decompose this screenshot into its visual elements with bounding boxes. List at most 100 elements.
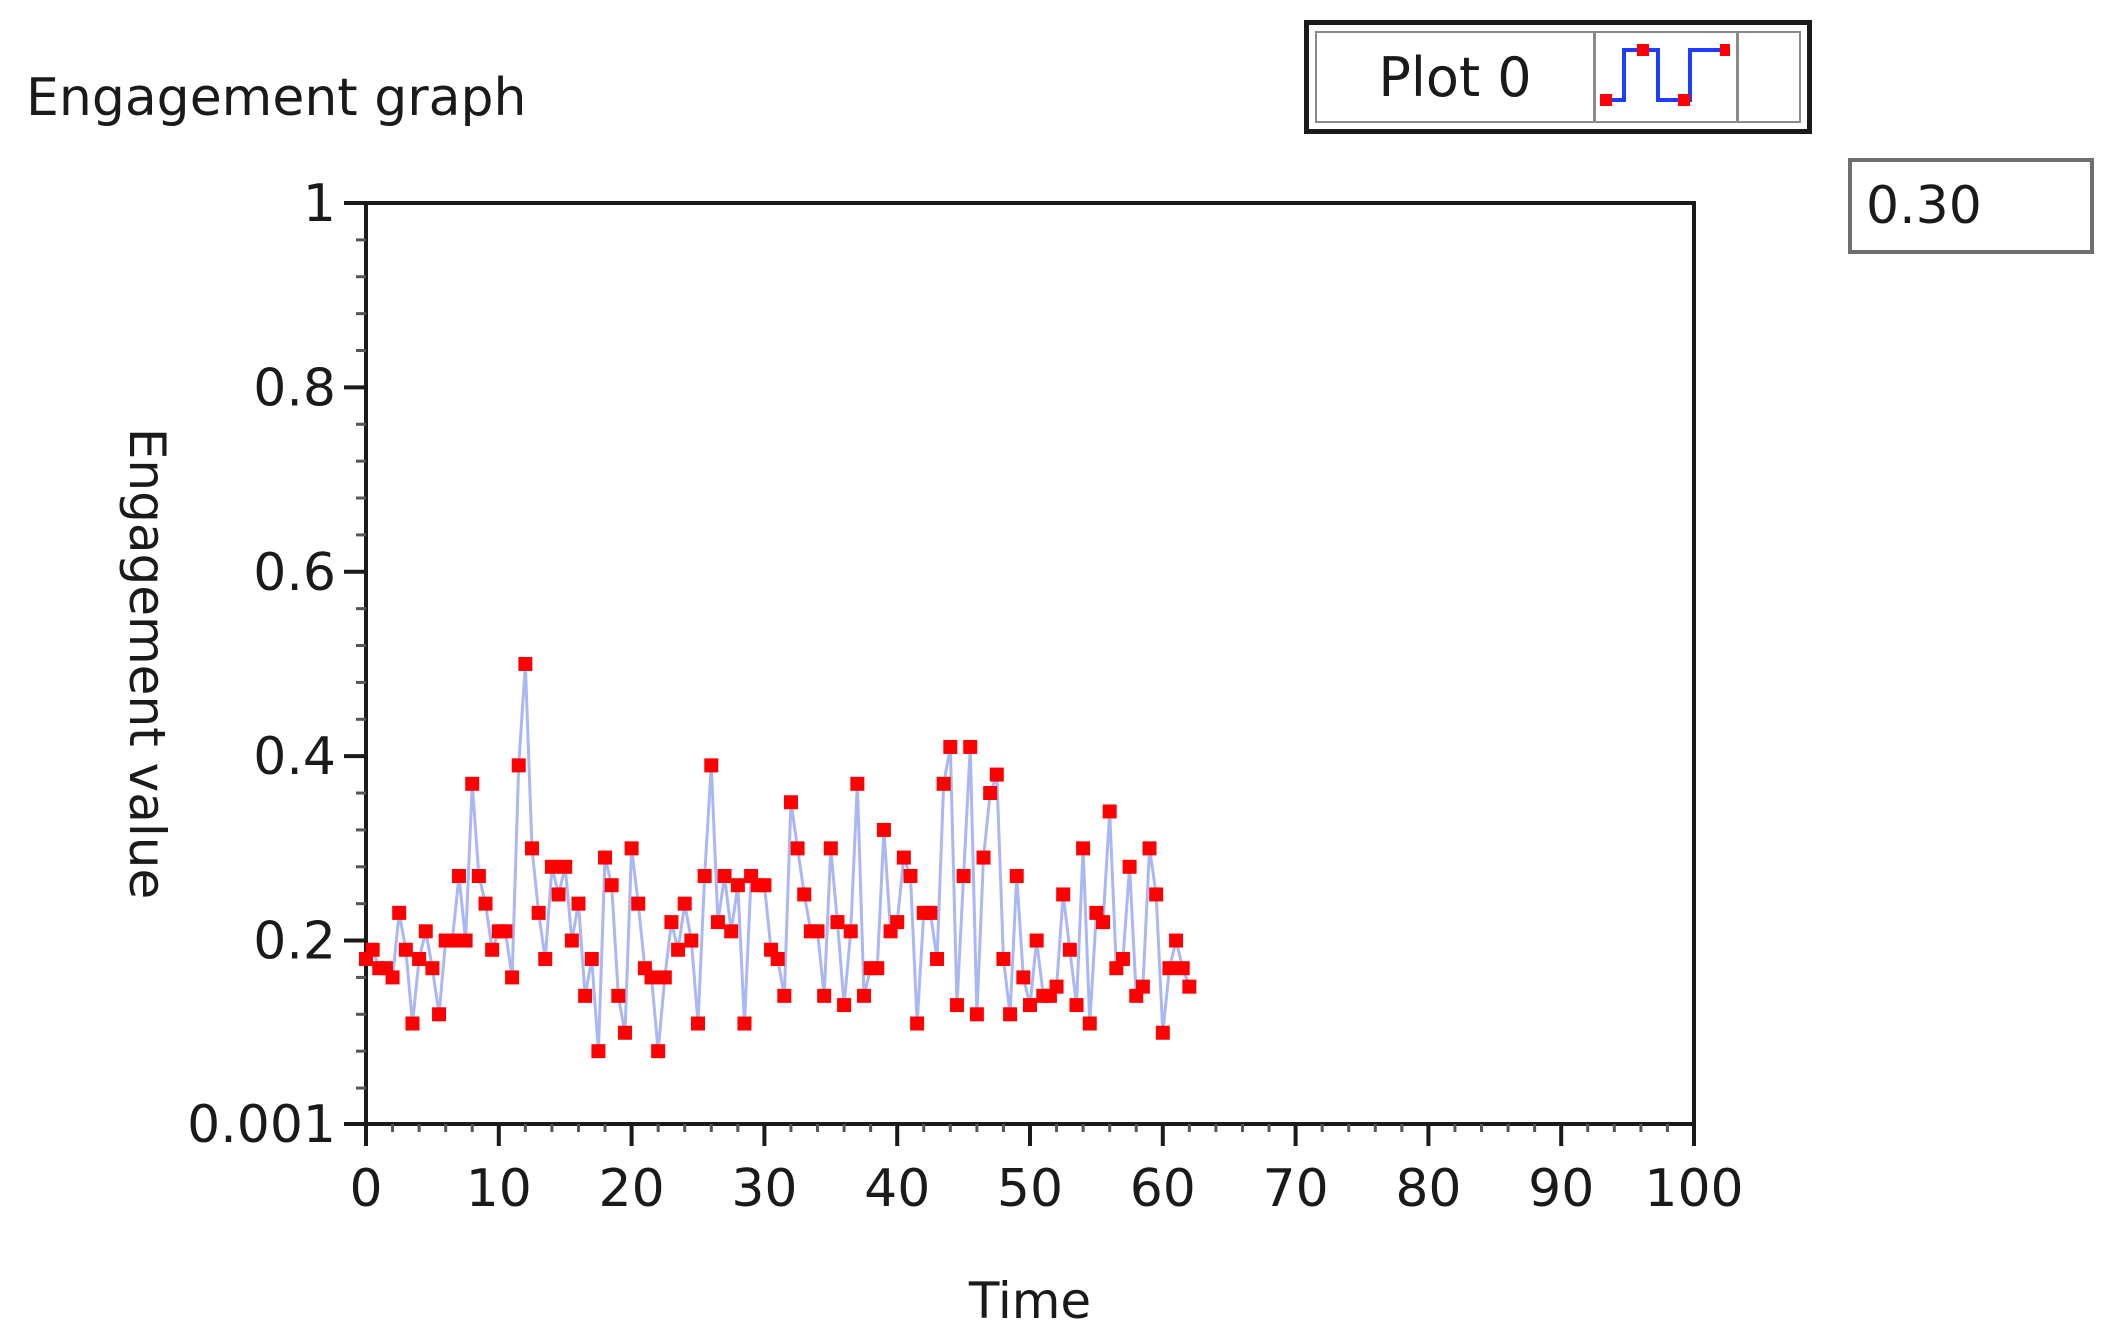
plot-area [364, 201, 1696, 1126]
data-point [538, 951, 553, 966]
data-point [1016, 970, 1031, 985]
data-point [737, 1016, 752, 1031]
legend-plot-label[interactable]: Plot 0 [1317, 33, 1596, 121]
data-point [823, 841, 838, 856]
data-point [783, 795, 798, 810]
x-tick-label: 40 [864, 1159, 930, 1219]
data-point [465, 776, 480, 791]
y-tick-label: 0.4 [253, 727, 336, 787]
data-point [704, 758, 719, 773]
data-point [969, 1007, 984, 1022]
data-point [1009, 869, 1024, 884]
data-point [996, 951, 1011, 966]
data-point [710, 915, 725, 930]
data-point [843, 924, 858, 939]
plot-legend[interactable]: Plot 0 [1304, 20, 1812, 134]
data-point [657, 970, 672, 985]
data-point [365, 942, 380, 957]
data-point [1062, 942, 1077, 957]
data-point [505, 970, 520, 985]
data-point [412, 951, 427, 966]
data-point [1023, 998, 1037, 1013]
data-point [604, 878, 619, 893]
data-point [777, 988, 792, 1003]
data-point [418, 924, 433, 939]
data-point [817, 988, 832, 1003]
data-point [1003, 1007, 1018, 1022]
data-point [471, 869, 486, 884]
x-tick-label: 60 [1130, 1159, 1196, 1219]
y-axis-title: Engagement value [118, 428, 176, 899]
legend-frame: Plot 0 [1315, 31, 1801, 123]
data-point [624, 841, 639, 856]
data-point [724, 924, 739, 939]
data-point [644, 970, 659, 985]
data-point [571, 896, 586, 911]
data-point [591, 1044, 606, 1059]
x-tick-label: 50 [997, 1159, 1063, 1219]
y-tick-label: 0.2 [253, 912, 336, 972]
x-axis-title: Time [968, 1272, 1091, 1330]
data-point [458, 933, 473, 948]
data-point [432, 1007, 447, 1022]
data-point [671, 942, 686, 957]
data-point [631, 896, 646, 911]
data-point [584, 951, 599, 966]
data-point [903, 869, 918, 884]
data-point [451, 869, 466, 884]
data-point [717, 869, 732, 884]
data-point [870, 961, 885, 976]
data-point [544, 859, 559, 874]
data-point [936, 776, 951, 791]
data-point [691, 1016, 705, 1031]
data-point [930, 951, 945, 966]
data-point [1135, 979, 1150, 994]
data-point [1056, 887, 1071, 902]
y-tick-label: 0.001 [187, 1095, 336, 1155]
data-point [1076, 841, 1091, 856]
data-point [578, 988, 593, 1003]
data-point [1149, 887, 1164, 902]
data-point [923, 905, 938, 920]
data-point [498, 924, 513, 939]
data-point [677, 896, 692, 911]
data-point [425, 961, 440, 976]
data-point [1162, 961, 1177, 976]
data-point [1182, 979, 1197, 994]
data-point [392, 905, 407, 920]
data-point [531, 905, 546, 920]
data-point [810, 924, 825, 939]
data-point [910, 1016, 925, 1031]
data-point [1155, 1025, 1170, 1040]
step-plot-icon[interactable] [1596, 33, 1739, 121]
data-point [1069, 998, 1084, 1013]
data-point [956, 869, 971, 884]
x-tick-label: 10 [466, 1159, 532, 1219]
data-point [797, 887, 812, 902]
data-point [697, 869, 712, 884]
data-point [558, 859, 573, 874]
x-tick-label: 0 [349, 1159, 382, 1219]
data-point [830, 915, 845, 930]
data-point [1122, 859, 1137, 874]
data-point [651, 1044, 666, 1059]
data-point [890, 915, 905, 930]
data-point [1102, 804, 1117, 819]
data-point [730, 878, 745, 893]
data-point [857, 988, 871, 1003]
data-point [478, 896, 493, 911]
value-readout[interactable]: 0.30 [1848, 158, 2094, 254]
data-point [445, 933, 460, 948]
data-point [1142, 841, 1157, 856]
data-point [1096, 915, 1111, 930]
x-tick-label: 80 [1395, 1159, 1461, 1219]
x-tick-label: 30 [731, 1159, 797, 1219]
data-point [1082, 1016, 1097, 1031]
data-point [770, 951, 785, 966]
data-point [511, 758, 526, 773]
data-point [385, 970, 400, 985]
data-point [485, 942, 500, 957]
data-point [983, 786, 998, 801]
data-point [525, 841, 539, 856]
data-point [1115, 951, 1130, 966]
